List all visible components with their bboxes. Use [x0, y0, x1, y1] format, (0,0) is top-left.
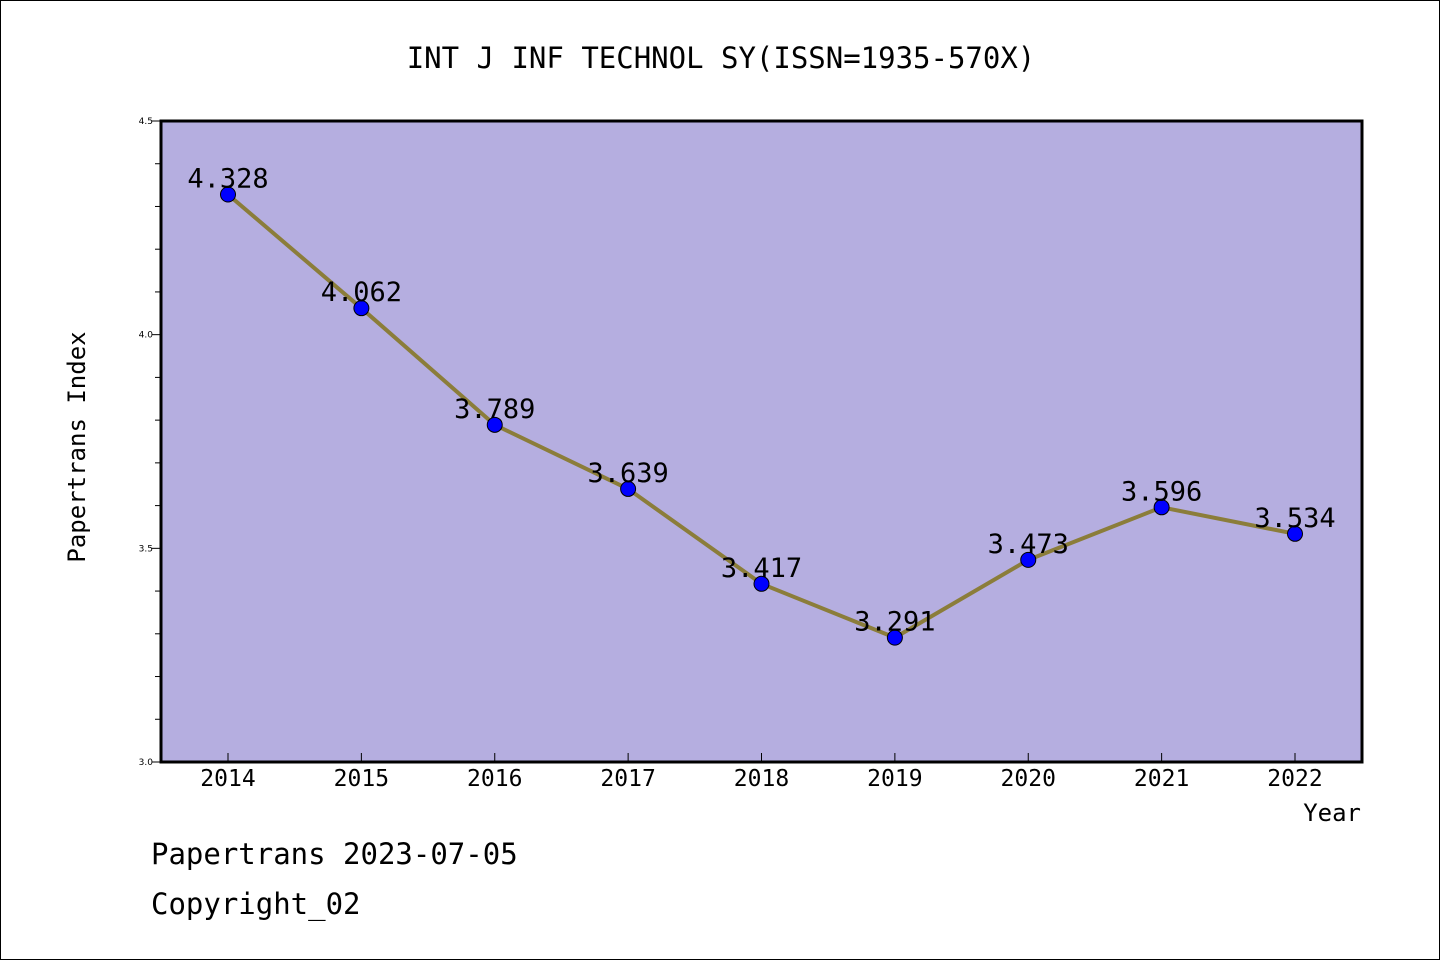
y-tick-label: 3.0 [139, 758, 154, 768]
y-tick-label: 4.5 [139, 117, 153, 127]
x-axis-ticks: 2014 2015 2016 2017 2018 2019 2020 2021 2022 [200, 753, 1323, 792]
x-tick-label: 2022 [1267, 766, 1322, 792]
x-tick-label: 2016 [467, 766, 522, 792]
data-label: 3.789 [454, 394, 535, 425]
plot-border [159, 119, 1364, 764]
data-point [1287, 525, 1303, 542]
data-markers-group [220, 186, 1303, 646]
y-tick-label: 4.0 [139, 331, 154, 341]
x-tick-label: 2019 [867, 766, 922, 792]
x-tick-label: 2017 [600, 766, 655, 792]
data-point [220, 186, 236, 203]
data-point [1153, 499, 1170, 516]
data-label: 4.062 [321, 277, 402, 308]
data-label: 3.534 [1254, 503, 1335, 534]
data-label: 3.291 [854, 607, 935, 638]
x-axis-label: Year [1303, 799, 1361, 827]
data-point [1020, 551, 1037, 568]
data-labels-group: 4.328 4.062 3.789 3.639 3.417 3.291 3.473 3.596… [187, 164, 1335, 638]
data-label: 3.417 [721, 553, 802, 584]
data-point [620, 480, 637, 497]
x-tick-label: 2020 [1001, 766, 1056, 792]
x-tick-label: 2015 [334, 766, 389, 792]
chart-title: INT J INF TECHNOL SY(ISSN=1935-570X) [407, 41, 1036, 75]
footer-copyright: Copyright_02 [151, 887, 361, 921]
y-tick-label: 3.5 [139, 544, 153, 554]
x-tick-label: 2014 [200, 766, 255, 792]
footer-date: Papertrans 2023-07-05 [151, 837, 518, 871]
data-label: 3.596 [1121, 476, 1202, 507]
data-point [886, 629, 903, 646]
x-tick-label: 2018 [734, 766, 789, 792]
y-axis-ticks: 3.0 3.5 4.0 4.5 [139, 117, 161, 768]
plot-area [161, 121, 1362, 762]
data-point [486, 416, 503, 433]
y-axis-label: Papertrans Index [63, 331, 91, 562]
x-tick-label: 2021 [1134, 766, 1189, 792]
data-point [753, 575, 770, 592]
data-label: 4.328 [187, 164, 268, 195]
data-point [353, 300, 370, 317]
data-label: 3.473 [988, 529, 1069, 560]
data-label: 3.639 [587, 458, 668, 489]
